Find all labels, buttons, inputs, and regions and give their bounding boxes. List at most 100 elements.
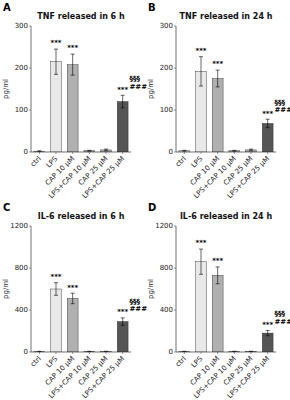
significance-label: *** (196, 47, 207, 55)
y-tick-label: 300 (160, 22, 173, 30)
bar (67, 65, 78, 152)
significance-label: *** (51, 273, 62, 281)
bar (51, 289, 62, 352)
y-axis-label: pg/ml (147, 279, 155, 299)
x-axis (176, 352, 276, 353)
error-bar (249, 149, 253, 151)
y-tick (29, 152, 31, 153)
error-bar (87, 150, 91, 152)
y-axis-label: pg/ml (147, 79, 155, 99)
significance-label: ### (274, 318, 290, 326)
bar (117, 322, 128, 352)
bar (67, 298, 78, 352)
panel: 04008001200ctrlLPSCAP 10 μMLPS+CAP 10 μM… (147, 202, 290, 400)
y-axis (31, 26, 32, 152)
x-tick (234, 152, 235, 154)
x-tick (201, 352, 202, 354)
x-tick (184, 352, 185, 354)
y-tick-label: 0 (169, 348, 173, 356)
x-tick (122, 352, 123, 354)
title: IL-6 released in 24 h (180, 212, 273, 221)
y-axis (176, 226, 177, 352)
y-tick-label: 100 (160, 106, 173, 114)
error-bar (199, 57, 203, 86)
error-bar (182, 150, 186, 152)
x-tick-label: LPS+CAP 25 μM (81, 355, 126, 400)
x-axis (31, 352, 131, 353)
y-tick (174, 268, 176, 269)
x-tick-label: ctrl (29, 155, 43, 169)
significance-label: ### (129, 83, 147, 91)
x-tick-label: LPS+CAP 25 μM (226, 155, 271, 200)
x-tick (217, 352, 218, 354)
title: TNF released in 24 h (180, 12, 273, 21)
y-tick-label: 0 (24, 348, 28, 356)
x-tick (39, 152, 40, 154)
x-tick (106, 152, 107, 154)
x-tick (89, 152, 90, 154)
y-tick (29, 26, 31, 27)
y-tick (29, 68, 31, 69)
x-tick (56, 152, 57, 154)
error-bar (216, 267, 220, 284)
bar (51, 62, 62, 152)
x-tick (106, 352, 107, 354)
error-bar (54, 283, 58, 296)
panel: 04008001200ctrlLPSCAP 10 μMLPS+CAP 10 μM… (2, 202, 147, 400)
y-tick (29, 268, 31, 269)
significance-label: *** (262, 110, 273, 118)
x-tick (122, 152, 123, 154)
significance-label: *** (196, 239, 207, 247)
x-tick (201, 152, 202, 154)
title: IL-6 released in 6 h (38, 212, 125, 221)
plot-area (34, 283, 128, 352)
panel: 0100200300ctrlLPSCAP 10 μMLPS+CAP 10 μMC… (2, 2, 147, 200)
y-tick (174, 310, 176, 311)
x-tick-label: LPS+CAP 25 μM (81, 155, 126, 200)
error-bar (71, 293, 75, 304)
error-bar (266, 330, 270, 335)
y-axis-label: pg/ml (2, 279, 10, 299)
panel: 0100200300ctrlLPSCAP 10 μMLPS+CAP 10 μMC… (147, 2, 290, 200)
y-tick (174, 110, 176, 111)
bar (196, 262, 207, 352)
bar (212, 79, 223, 153)
significance-label: *** (212, 60, 223, 68)
error-bar (71, 54, 75, 75)
y-tick-label: 0 (24, 148, 28, 156)
error-bar (54, 49, 58, 74)
significance-label: ### (129, 305, 147, 313)
plot-area (34, 49, 128, 152)
x-tick (39, 352, 40, 354)
plot-area (179, 57, 273, 152)
significance-label: *** (67, 44, 78, 52)
y-tick-label: 400 (15, 306, 28, 314)
x-axis (176, 152, 276, 153)
y-tick (29, 352, 31, 353)
figure: 0100200300ctrlLPSCAP 10 μMLPS+CAP 10 μMC… (0, 0, 290, 400)
y-tick-label: 0 (169, 148, 173, 156)
significance-label: ### (274, 106, 290, 114)
y-tick (174, 68, 176, 69)
significance-label: *** (51, 39, 62, 47)
x-tick (72, 352, 73, 354)
x-tick-label: ctrl (174, 355, 188, 369)
panel-label: A (3, 2, 11, 13)
x-tick (251, 152, 252, 154)
error-bar (104, 149, 108, 151)
y-tick (174, 152, 176, 153)
y-tick-label: 1200 (155, 222, 173, 230)
y-tick (174, 26, 176, 27)
x-tick (72, 152, 73, 154)
y-tick (29, 110, 31, 111)
error-bar (121, 318, 125, 325)
y-axis-label: pg/ml (2, 79, 10, 99)
y-tick (29, 310, 31, 311)
y-tick (29, 226, 31, 227)
x-tick-label: ctrl (174, 155, 188, 169)
error-bar (199, 249, 203, 274)
significance-label: *** (67, 284, 78, 292)
error-bar (232, 150, 236, 152)
x-tick (56, 352, 57, 354)
panel-label: B (148, 2, 156, 13)
